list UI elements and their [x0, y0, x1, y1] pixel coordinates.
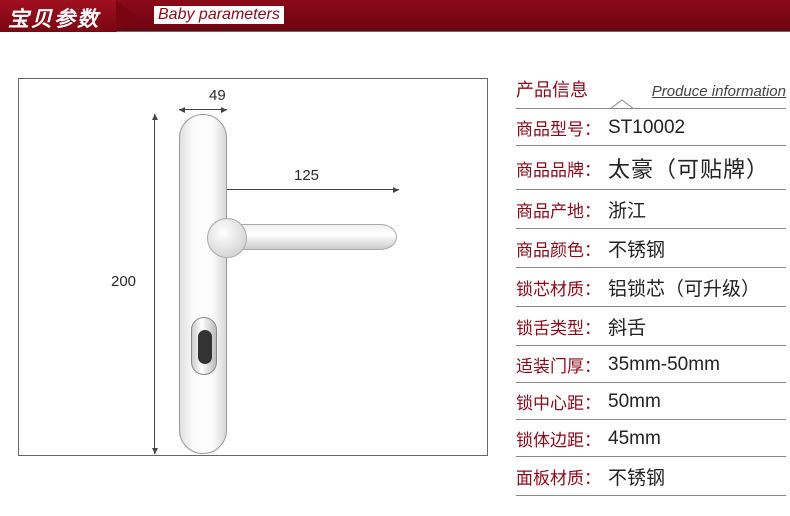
- dim-line-height: [154, 114, 155, 454]
- header-bar: 宝贝参数: [0, 0, 790, 32]
- spec-row: 商品品牌：太豪（可贴牌）: [516, 146, 786, 190]
- spec-value: 浙江: [608, 196, 646, 223]
- spec-row: 锁舌类型：斜舌: [516, 307, 786, 346]
- spec-value: 45mm: [608, 428, 661, 450]
- spec-row: 商品颜色：不锈钢: [516, 229, 786, 268]
- dim-line-handle: [205, 189, 399, 190]
- spec-value: 太豪（可贴牌）: [608, 152, 769, 184]
- spec-value: ST10002: [608, 117, 685, 139]
- info-title-en: Produce information: [652, 83, 786, 100]
- lock-handle-icon: [227, 214, 397, 250]
- dim-width-label: 49: [209, 87, 226, 104]
- dim-height-label: 200: [111, 273, 136, 290]
- content: 49 125 200 产品信息 Produce information 商品型号…: [0, 38, 790, 516]
- spec-row: 商品型号：ST10002: [516, 109, 786, 146]
- spec-value: 斜舌: [608, 313, 646, 340]
- spec-key: 商品颜色：: [516, 236, 608, 261]
- header-title-cn: 宝贝参数: [0, 0, 116, 32]
- spec-row: 锁体边距：45mm: [516, 420, 786, 457]
- keyhole-icon: [191, 317, 217, 375]
- peak-icon: [610, 99, 634, 109]
- info-panel: 产品信息 Produce information 商品型号：ST10002商品品…: [516, 76, 786, 496]
- spec-row: 锁中心距：50mm: [516, 383, 786, 420]
- spec-key: 适装门厚：: [516, 352, 608, 377]
- spec-value: 50mm: [608, 391, 661, 413]
- spec-value: 铝锁芯（可升级）: [608, 274, 760, 301]
- spec-row: 适装门厚：35mm-50mm: [516, 346, 786, 383]
- spec-key: 商品型号：: [516, 115, 608, 140]
- info-header: 产品信息 Produce information: [516, 76, 786, 109]
- spec-row: 商品产地：浙江: [516, 190, 786, 229]
- spec-key: 商品产地：: [516, 197, 608, 222]
- spec-value: 35mm-50mm: [608, 354, 720, 376]
- header-title-en: Baby parameters: [154, 6, 284, 24]
- spec-rows: 商品型号：ST10002商品品牌：太豪（可贴牌）商品产地：浙江商品颜色：不锈钢锁…: [516, 109, 786, 496]
- product-diagram: 49 125 200: [18, 78, 488, 456]
- spec-key: 锁舌类型：: [516, 314, 608, 339]
- info-title-cn: 产品信息: [516, 76, 588, 102]
- lock-plate-icon: [179, 114, 227, 454]
- spec-row: 面板材质：不锈钢: [516, 457, 786, 496]
- spec-key: 锁中心距：: [516, 389, 608, 414]
- spec-key: 锁芯材质：: [516, 275, 608, 300]
- spec-value: 不锈钢: [608, 235, 665, 262]
- spec-key: 商品品牌：: [516, 156, 608, 181]
- dim-line-width: [179, 109, 227, 110]
- spec-key: 面板材质：: [516, 464, 608, 489]
- spec-value: 不锈钢: [608, 463, 665, 490]
- dim-handle-label: 125: [294, 167, 319, 184]
- spec-row: 锁芯材质：铝锁芯（可升级）: [516, 268, 786, 307]
- spec-key: 锁体边距：: [516, 426, 608, 451]
